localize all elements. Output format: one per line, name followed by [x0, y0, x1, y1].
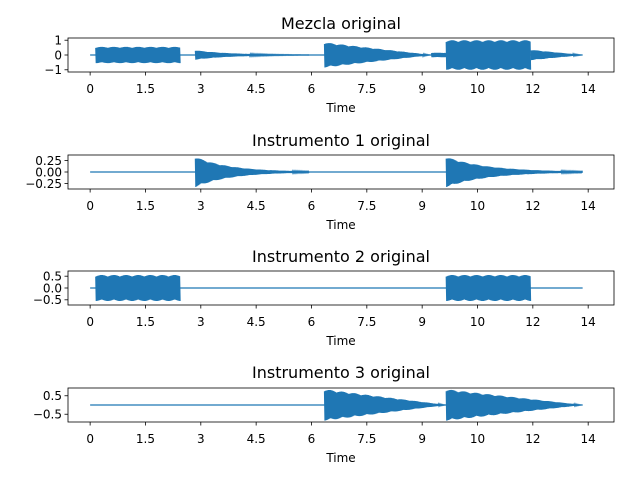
x-tick-label: 12	[525, 315, 540, 329]
waveform	[90, 158, 584, 187]
x-tick-label: 9	[418, 82, 426, 96]
x-tick-label: 10	[470, 199, 485, 213]
signal-segment-1	[194, 158, 310, 187]
x-tick-label: 3	[197, 432, 205, 446]
x-tick-label: 1.5	[136, 432, 155, 446]
signal-segment-2	[445, 389, 583, 421]
x-tick-label: 1.5	[136, 315, 155, 329]
x-tick-label: 7.5	[357, 82, 376, 96]
x-tick-label: 3	[197, 82, 205, 96]
x-tick-label: 9	[418, 199, 426, 213]
x-axis-label: Time	[325, 334, 355, 348]
x-tick-label: 14	[581, 432, 596, 446]
subplot-3: Instrumento 2 original 0 1.5 3 4.5 6 7.5 9 10 12 1…	[33, 247, 615, 348]
x-tick-label: 1.5	[136, 199, 155, 213]
y-tick-label: 0.5	[43, 389, 62, 403]
y-tick-label: 0.0	[43, 281, 62, 295]
y-tick-label: −0.25	[25, 177, 62, 191]
waveform	[90, 389, 583, 421]
subplot-4: Instrumento 3 original 0 1.5 3 4.5 6 7.5 9 10 12 1…	[33, 363, 615, 465]
x-tick-label: 10	[470, 432, 485, 446]
x-tick-label: 4.5	[247, 82, 266, 96]
x-tick-label: 0	[86, 315, 94, 329]
x-tick-label: 6	[308, 315, 316, 329]
subplot-2: Instrumento 1 original 0 1.5 3 4.5 6 7.5 9 10 12 1…	[25, 131, 615, 232]
x-tick-label: 0	[86, 82, 94, 96]
signal-segment-5	[445, 40, 532, 70]
signal-segment-1	[323, 390, 447, 421]
x-tick-label: 4.5	[247, 432, 266, 446]
x-axis-label: Time	[325, 101, 355, 115]
signal-segment-4	[430, 52, 447, 58]
x-tick-label: 14	[581, 199, 596, 213]
signal-segment-2	[194, 50, 310, 60]
y-tick-label: −1	[44, 63, 62, 77]
x-tick-label: 10	[470, 82, 485, 96]
signal-segment-6	[530, 50, 583, 61]
signal-segment-1	[95, 46, 181, 64]
x-tick-label: 7.5	[357, 315, 376, 329]
signal-segment-1	[95, 274, 181, 302]
y-tick-label: 0.5	[43, 269, 62, 283]
x-tick-label: 4.5	[247, 315, 266, 329]
x-tick-label: 4.5	[247, 199, 266, 213]
y-tick-label: −0.5	[33, 293, 62, 307]
x-tick-label: 6	[308, 82, 316, 96]
x-tick-label: 12	[525, 432, 540, 446]
x-tick-label: 6	[308, 432, 316, 446]
x-tick-label: 14	[581, 82, 596, 96]
subplot-title: Instrumento 2 original	[252, 247, 430, 266]
x-tick-label: 10	[470, 315, 485, 329]
x-tick-label: 6	[308, 199, 316, 213]
x-tick-label: 7.5	[357, 432, 376, 446]
signal-segment-2	[445, 274, 532, 302]
x-tick-label: 0	[86, 199, 94, 213]
waveform	[90, 40, 583, 70]
signal-segment-2	[445, 158, 584, 187]
x-tick-label: 0	[86, 432, 94, 446]
y-tick-label: 0	[54, 48, 62, 62]
x-tick-label: 3	[197, 199, 205, 213]
waveform	[90, 274, 583, 302]
y-tick-label: −0.5	[33, 408, 62, 422]
subplot-title: Mezcla original	[281, 14, 401, 33]
y-tick-label: 1	[54, 34, 62, 48]
x-tick-label: 12	[525, 199, 540, 213]
x-tick-label: 3	[197, 315, 205, 329]
subplot-title: Instrumento 1 original	[252, 131, 430, 150]
x-tick-label: 9	[418, 432, 426, 446]
x-tick-label: 1.5	[136, 82, 155, 96]
y-tick-label: 0.25	[35, 154, 62, 168]
x-tick-label: 14	[581, 315, 596, 329]
axes-frame	[67, 387, 615, 423]
x-tick-label: 12	[525, 82, 540, 96]
x-tick-label: 7.5	[357, 199, 376, 213]
subplot-title: Instrumento 3 original	[252, 363, 430, 382]
x-axis-label: Time	[325, 451, 355, 465]
x-axis-label: Time	[325, 218, 355, 232]
y-tick-label: 0.00	[35, 165, 62, 179]
x-tick-label: 9	[418, 315, 426, 329]
signal-segment-3	[323, 43, 432, 68]
